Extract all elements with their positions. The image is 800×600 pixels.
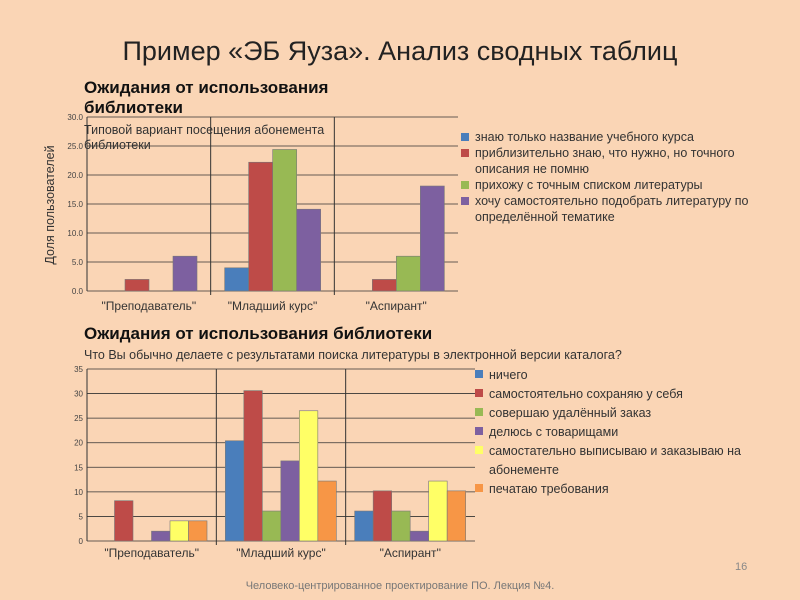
legend-label: самостательно выписываю и заказываю на а… (489, 444, 741, 477)
legend-item: самостоятельно сохраняю у себя (475, 385, 785, 404)
y-tick-label: 0.0 (72, 287, 84, 296)
y-tick-label: 35 (74, 365, 83, 374)
bar (151, 530, 171, 542)
legend-swatch (475, 389, 483, 397)
y-tick-label: 5.0 (72, 258, 84, 267)
bar (409, 530, 429, 542)
legend-label: прихожу с точным списком литературы (475, 178, 703, 192)
y-tick-label: 30 (74, 390, 83, 399)
legend-item: хочу самостоятельно подобрать литературу… (461, 193, 791, 225)
x-tick-label: "Аспирант'' (380, 546, 442, 560)
x-tick-label: "Преподаватель" (102, 299, 197, 313)
legend-swatch (475, 446, 483, 454)
bar (114, 500, 134, 542)
bar (243, 390, 263, 542)
legend-label: ничего (489, 368, 528, 382)
y-tick-label: 20 (74, 439, 83, 448)
legend-item: делюсь с товарищами (475, 423, 785, 442)
legend-label: знаю только название учебного курса (475, 130, 694, 144)
bar (428, 480, 448, 542)
legend-item: прихожу с точным списком литературы (461, 177, 791, 193)
bar (280, 460, 300, 542)
bar (172, 255, 198, 292)
slide-title: Пример «ЭБ Яуза». Анализ сводных таблиц (122, 36, 678, 66)
bar (272, 149, 297, 292)
legend-swatch (475, 408, 483, 416)
y-tick-label: 15 (74, 463, 83, 472)
x-tick-label: "Преподаватель" (104, 546, 199, 560)
bar (188, 520, 208, 542)
legend-item: ничего (475, 366, 785, 385)
bar (372, 279, 397, 292)
legend-label: самостоятельно сохраняю у себя (489, 387, 683, 401)
y-tick-label: 30.0 (67, 113, 83, 122)
x-tick-label: "Аспирант" (366, 299, 427, 313)
bar (372, 490, 392, 542)
y-tick-label: 5 (79, 512, 84, 521)
legend-label: совершаю удалённый заказ (489, 406, 652, 420)
legend-swatch (461, 133, 469, 141)
bar (248, 161, 273, 292)
chart-1-ylabel: Доля пользователей (43, 145, 57, 265)
y-tick-label: 20.0 (67, 171, 83, 180)
bar (225, 440, 245, 542)
chart-2-legend: ничего самостоятельно сохраняю у себя сове… (475, 366, 785, 499)
legend-item: печатаю требования (475, 480, 785, 499)
chart-1-legend: знаю только название учебного курса прибл… (461, 129, 791, 225)
legend-label: делюсь с товарищами (489, 425, 619, 439)
y-tick-label: 25.0 (67, 142, 83, 151)
bar (299, 410, 319, 542)
legend-swatch (475, 484, 483, 492)
bar (396, 255, 421, 292)
y-tick-label: 15.0 (67, 200, 83, 209)
legend-item: приблизительно знаю, что нужно, но точно… (461, 145, 791, 177)
y-tick-label: 10.0 (67, 229, 83, 238)
y-tick-label: 0 (79, 537, 84, 546)
chart-1-title: Ожидания от использования библиотеки (84, 78, 329, 117)
x-tick-label: "Младший курс" (228, 299, 317, 313)
legend-swatch (461, 181, 469, 189)
legend-swatch (461, 197, 469, 205)
footer-text: Человеко-центрированное проектирование П… (245, 580, 555, 592)
bar (124, 279, 150, 292)
chart-1-subtitle: Типовой вариант посещения абонемента биб… (84, 123, 325, 152)
bar (391, 510, 411, 542)
legend-label: хочу самостоятельно подобрать литературу… (475, 194, 749, 224)
x-tick-label: "Младший курс" (236, 546, 325, 560)
bar (262, 510, 282, 542)
bar (317, 480, 337, 542)
chart-2-subtitle: Что Вы обычно делаете с результатами пои… (84, 348, 622, 362)
legend-item: самостательно выписываю и заказываю на а… (475, 442, 785, 480)
bar (224, 267, 249, 292)
legend-item: знаю только название учебного курса (461, 129, 791, 145)
bar (446, 490, 466, 542)
legend-swatch (461, 149, 469, 157)
chart-2-title: Ожидания от использования библиотеки (84, 324, 433, 343)
bar (296, 208, 321, 292)
legend-label: приблизительно знаю, что нужно, но точно… (475, 146, 735, 176)
bar (169, 520, 189, 542)
legend-item: совершаю удалённый заказ (475, 404, 785, 423)
page-number: 16 (735, 561, 748, 573)
bar (420, 185, 445, 292)
legend-swatch (475, 427, 483, 435)
bar (354, 510, 374, 542)
legend-label: печатаю требования (489, 482, 609, 496)
y-tick-label: 10 (74, 488, 83, 497)
legend-swatch (475, 370, 483, 378)
y-tick-label: 25 (74, 414, 83, 423)
